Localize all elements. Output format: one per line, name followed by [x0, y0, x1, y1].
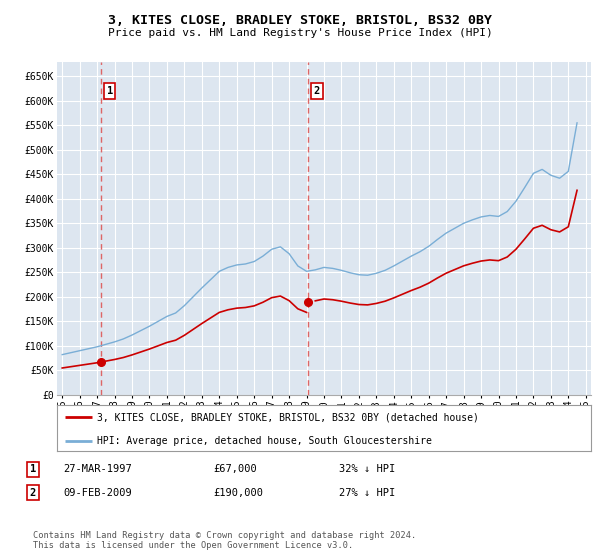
- Text: Contains HM Land Registry data © Crown copyright and database right 2024.
This d: Contains HM Land Registry data © Crown c…: [33, 531, 416, 550]
- Text: 3, KITES CLOSE, BRADLEY STOKE, BRISTOL, BS32 0BY (detached house): 3, KITES CLOSE, BRADLEY STOKE, BRISTOL, …: [97, 412, 479, 422]
- Text: 2: 2: [314, 86, 320, 96]
- Text: £190,000: £190,000: [213, 488, 263, 498]
- Text: 09-FEB-2009: 09-FEB-2009: [63, 488, 132, 498]
- Text: 3, KITES CLOSE, BRADLEY STOKE, BRISTOL, BS32 0BY: 3, KITES CLOSE, BRADLEY STOKE, BRISTOL, …: [108, 14, 492, 27]
- Text: 2: 2: [30, 488, 36, 498]
- Text: £67,000: £67,000: [213, 464, 257, 474]
- Text: 27% ↓ HPI: 27% ↓ HPI: [339, 488, 395, 498]
- Text: Price paid vs. HM Land Registry's House Price Index (HPI): Price paid vs. HM Land Registry's House …: [107, 28, 493, 38]
- Text: HPI: Average price, detached house, South Gloucestershire: HPI: Average price, detached house, Sout…: [97, 436, 432, 446]
- Text: 1: 1: [107, 86, 113, 96]
- Text: 1: 1: [30, 464, 36, 474]
- Text: 32% ↓ HPI: 32% ↓ HPI: [339, 464, 395, 474]
- Text: 27-MAR-1997: 27-MAR-1997: [63, 464, 132, 474]
